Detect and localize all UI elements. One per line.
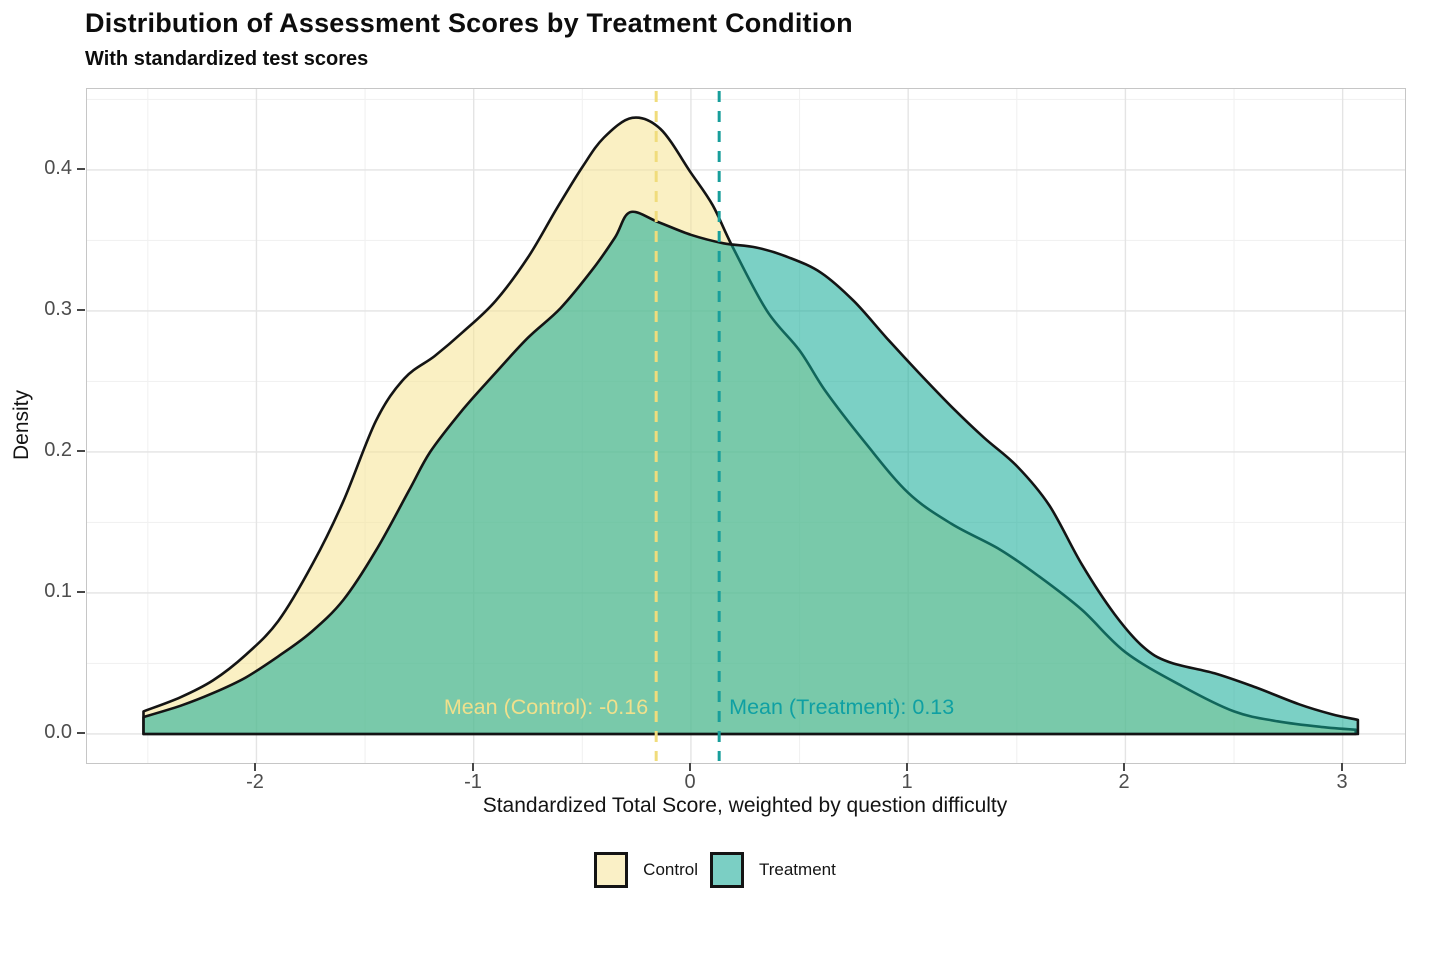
x-tick-label: 3 xyxy=(1336,771,1348,793)
x-tick-mark xyxy=(906,763,908,771)
chart-subtitle: With standardized test scores xyxy=(85,48,369,70)
y-tick-label: 0.2 xyxy=(44,439,72,461)
mean-annotation-treatment: Mean (Treatment): 0.13 xyxy=(729,695,954,719)
legend-swatch-treatment xyxy=(709,852,744,888)
y-tick-mark xyxy=(77,168,85,170)
x-tick-label: 1 xyxy=(901,771,913,793)
legend-label: Control xyxy=(643,860,698,879)
legend-item-treatment: Treatment xyxy=(709,852,836,888)
x-tick-label: -2 xyxy=(246,771,264,793)
x-tick-mark xyxy=(254,763,256,771)
x-tick-label: -1 xyxy=(464,771,482,793)
legend-item-control: Control xyxy=(594,852,698,888)
y-tick-label: 0.4 xyxy=(44,157,72,179)
x-tick-label: 2 xyxy=(1118,771,1130,793)
y-tick-mark xyxy=(77,309,85,311)
legend-swatch-control xyxy=(594,852,629,888)
x-tick-mark xyxy=(472,763,474,771)
x-tick-mark xyxy=(689,763,691,771)
y-axis-title: Density xyxy=(10,389,33,461)
y-tick-label: 0.0 xyxy=(44,721,72,743)
y-tick-mark xyxy=(77,450,85,452)
x-axis-title: Standardized Total Score, weighted by qu… xyxy=(482,794,1008,817)
y-tick-mark xyxy=(77,732,85,734)
y-tick-label: 0.1 xyxy=(44,580,72,602)
chart-title: Distribution of Assessment Scores by Tre… xyxy=(85,8,853,38)
x-tick-mark xyxy=(1123,763,1125,771)
legend-label: Treatment xyxy=(758,860,836,879)
legend: Control Treatment xyxy=(0,852,1430,888)
density-area-treatment xyxy=(142,210,1360,736)
mean-annotation-control: Mean (Control): -0.16 xyxy=(444,695,648,719)
y-tick-label: 0.3 xyxy=(44,298,72,320)
x-tick-label: 0 xyxy=(684,771,696,793)
x-tick-mark xyxy=(1341,763,1343,771)
plot-canvas: Mean (Control): -0.16 Mean (Treatment): 0… xyxy=(87,89,1405,763)
plot-panel: Mean (Control): -0.16 Mean (Treatment): 0… xyxy=(86,88,1406,764)
y-tick-mark xyxy=(77,591,85,593)
